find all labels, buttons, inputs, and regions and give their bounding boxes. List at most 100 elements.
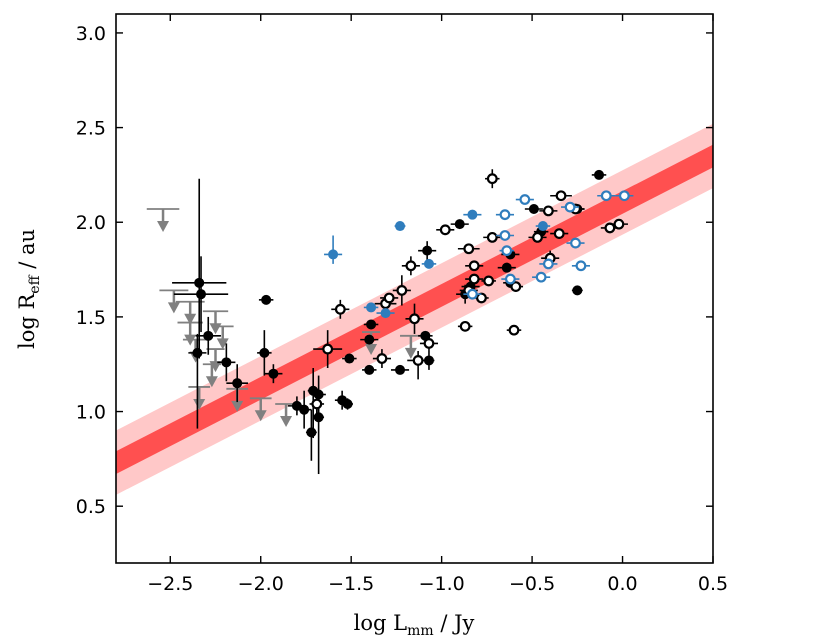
upper-limit-arrowhead xyxy=(205,376,218,388)
point-marker xyxy=(564,201,576,213)
data-point-open xyxy=(539,205,558,217)
point-marker xyxy=(344,353,355,364)
data-point-filled xyxy=(497,262,516,273)
data-point-open xyxy=(457,320,473,332)
upper-limit-arrowhead xyxy=(157,220,170,232)
data-point-open xyxy=(508,281,524,293)
data-point-open xyxy=(483,231,502,243)
data-point-filled xyxy=(217,343,236,382)
data-point-open xyxy=(465,273,484,285)
data-point-open xyxy=(457,243,480,255)
data-point-open xyxy=(436,224,455,236)
point-marker xyxy=(313,389,324,400)
plot-frame xyxy=(115,13,714,564)
point-marker xyxy=(613,218,625,230)
data-point-open xyxy=(597,190,616,202)
point-marker xyxy=(221,357,232,368)
point-marker xyxy=(468,273,480,285)
data-point-filled xyxy=(421,258,437,269)
point-marker xyxy=(528,203,539,214)
data-point-filled xyxy=(324,235,343,264)
point-marker xyxy=(409,313,420,325)
point-marker xyxy=(439,224,451,236)
data-point-filled xyxy=(296,390,312,429)
point-marker xyxy=(572,285,583,296)
x-tick-label: −2.5 xyxy=(147,573,193,595)
point-marker xyxy=(383,292,395,304)
point-marker xyxy=(192,347,203,358)
point-marker xyxy=(412,355,424,366)
point-marker xyxy=(519,194,531,205)
point-marker xyxy=(334,303,346,315)
point-marker xyxy=(423,338,435,349)
data-point-filled xyxy=(305,409,317,461)
y-tick-label: 2.5 xyxy=(76,118,106,140)
upper-limit-marker xyxy=(202,363,221,388)
upper-limit-arrowhead xyxy=(280,415,293,427)
upper-limit-marker xyxy=(159,289,189,314)
data-point-open xyxy=(495,230,514,241)
data-point-filled xyxy=(257,330,272,376)
point-marker xyxy=(423,258,434,269)
point-marker xyxy=(486,173,498,185)
point-marker xyxy=(501,262,512,273)
point-marker xyxy=(328,249,339,260)
point-marker xyxy=(499,209,511,221)
data-point-filled xyxy=(524,203,543,214)
point-marker xyxy=(504,273,516,285)
data-point-filled xyxy=(390,364,410,375)
data-point-filled xyxy=(195,316,221,355)
point-marker xyxy=(468,260,480,272)
x-tick-label: −1.5 xyxy=(328,573,374,595)
x-tick-label: −1.0 xyxy=(419,573,465,595)
data-point-open xyxy=(485,169,500,189)
data-point-filled xyxy=(313,398,325,475)
point-marker xyxy=(194,277,205,288)
upper-limit-arrowhead xyxy=(365,344,378,356)
point-marker xyxy=(510,281,522,293)
point-marker xyxy=(466,288,478,300)
upper-limit-marker xyxy=(249,397,272,422)
point-marker xyxy=(422,245,433,256)
point-marker xyxy=(537,221,548,232)
point-marker xyxy=(618,190,630,202)
data-point-open xyxy=(392,275,411,306)
data-point-filled xyxy=(264,364,283,384)
data-point-open xyxy=(465,260,484,272)
point-marker xyxy=(313,412,324,423)
data-point-open xyxy=(609,218,628,230)
data-point-open xyxy=(539,258,558,270)
x-tick-label: 0.0 xyxy=(607,573,637,595)
point-marker xyxy=(299,404,310,415)
data-point-open xyxy=(501,273,520,285)
data-point-filled xyxy=(362,364,377,375)
upper-limit-marker xyxy=(188,386,211,410)
data-point-filled xyxy=(342,398,353,410)
point-marker xyxy=(499,230,511,241)
y-tick-label: 2.0 xyxy=(76,212,106,234)
point-marker xyxy=(501,245,513,257)
point-marker xyxy=(405,260,417,272)
point-marker xyxy=(376,353,388,364)
data-point-open xyxy=(571,260,590,272)
data-point-filled xyxy=(535,221,551,232)
data-point-open xyxy=(499,245,514,257)
point-marker xyxy=(342,398,353,409)
point-marker xyxy=(395,221,406,232)
point-marker xyxy=(322,343,334,355)
point-marker xyxy=(542,258,554,270)
x-tick-label: −2.0 xyxy=(238,573,284,595)
data-point-open xyxy=(495,209,514,221)
upper-limit-arrowhead xyxy=(254,410,267,422)
data-point-open xyxy=(481,275,496,287)
upper-limit-arrowhead xyxy=(184,313,197,325)
point-marker xyxy=(261,294,272,305)
data-point-open xyxy=(463,288,482,300)
data-point-open xyxy=(419,335,439,351)
upper-limit-marker xyxy=(211,325,234,350)
point-marker xyxy=(594,169,605,180)
data-point-open xyxy=(528,231,547,243)
point-marker xyxy=(203,330,214,341)
point-marker xyxy=(508,324,520,336)
